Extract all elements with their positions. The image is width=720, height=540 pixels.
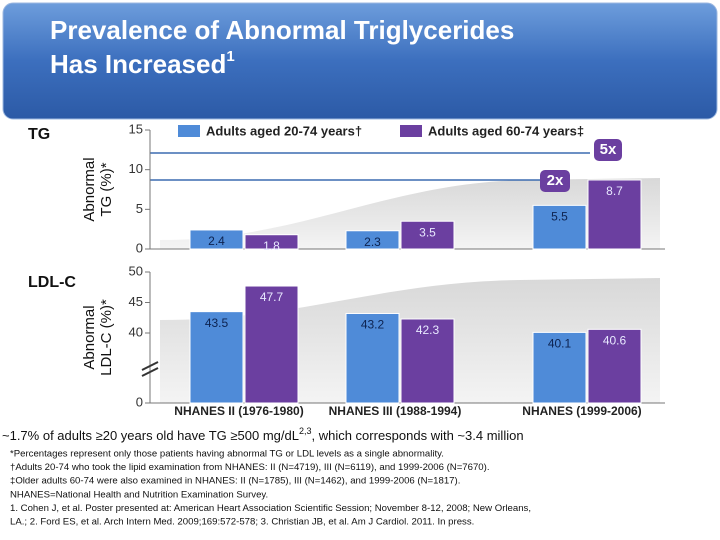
y-tick-label: 0 xyxy=(136,240,143,255)
y-axis-label: Abnormal xyxy=(81,305,98,369)
headline-text: , which corresponds with ~3.4 million xyxy=(311,428,523,443)
value-label: 42.3 xyxy=(416,323,440,337)
bar xyxy=(532,331,587,404)
bar xyxy=(189,311,244,404)
value-label: 40.6 xyxy=(603,334,627,348)
y-tick-label: 45 xyxy=(129,294,143,309)
footnote: 1. Cohen J, et al. Poster presented at: … xyxy=(10,503,531,514)
legend-label: Adults aged 20-74 years† xyxy=(206,123,362,138)
footnote: LA.; 2. Ford ES, et al. Arch Intern Med.… xyxy=(10,517,474,528)
y-axis-label: TG (%)* xyxy=(98,162,115,216)
footnote: †Adults 20-74 who took the lipid examina… xyxy=(10,462,490,473)
y-tick-label: 50 xyxy=(129,263,143,278)
annotation-box xyxy=(594,139,622,161)
value-label: 5.5 xyxy=(551,210,568,224)
legend-swatch xyxy=(400,125,422,137)
title-panel xyxy=(2,2,718,120)
bar xyxy=(345,312,400,404)
value-label: 47.7 xyxy=(260,290,284,304)
headline-text: ~1.7% of adults ≥20 years old have TG ≥5… xyxy=(2,428,299,443)
axis-break xyxy=(141,361,159,371)
bar xyxy=(244,234,299,250)
y-tick-label: 40 xyxy=(129,324,143,339)
y-tick-label: 15 xyxy=(129,121,143,136)
title-line: Has Increased1 xyxy=(50,48,235,79)
bar xyxy=(587,328,642,404)
value-label: 40.1 xyxy=(548,337,572,351)
axis-break xyxy=(141,367,159,377)
value-label: 43.5 xyxy=(205,316,229,330)
annotation-box xyxy=(540,170,570,192)
title-line: Has Increased xyxy=(50,49,226,79)
y-tick-label: 10 xyxy=(129,161,143,176)
y-axis-label: LDL-C (%)* xyxy=(98,299,115,376)
bar xyxy=(400,220,455,250)
legend-label: Adults aged 60-74 years‡ xyxy=(428,123,584,138)
bar xyxy=(244,285,299,404)
y-tick-label: 5 xyxy=(136,201,143,216)
value-label: 43.2 xyxy=(361,318,385,332)
bar xyxy=(532,204,587,250)
bar xyxy=(189,229,244,250)
footnote: NHANES=National Health and Nutrition Exa… xyxy=(10,489,268,500)
annotation: 5x xyxy=(600,141,617,158)
x-tick-label: NHANES II (1976-1980) xyxy=(174,404,303,418)
value-label: 1.8 xyxy=(263,239,280,253)
bar xyxy=(345,230,400,250)
title-sup: 1 xyxy=(226,48,234,65)
value-label: 8.7 xyxy=(606,184,623,198)
value-label: 2.4 xyxy=(208,234,225,248)
footnote: ‡Older adults 60-74 were also examined i… xyxy=(10,476,460,487)
x-tick-label: NHANES III (1988-1994) xyxy=(329,404,462,418)
bar xyxy=(400,318,455,404)
y-tick-label: 0 xyxy=(136,394,143,409)
y-axis-label: Abnormal xyxy=(81,157,98,221)
value-label: 2.3 xyxy=(364,235,381,249)
headline-sup: 2,3 xyxy=(299,426,312,436)
panel-label: TG xyxy=(28,126,50,143)
bar xyxy=(587,179,642,250)
title-line: Prevalence of Abnormal Triglycerides xyxy=(50,15,514,45)
panel-label: LDL-C xyxy=(28,274,76,291)
annotation: 2x xyxy=(547,172,564,189)
x-tick-label: NHANES (1999-2006) xyxy=(522,404,641,418)
headline: ~1.7% of adults ≥20 years old have TG ≥5… xyxy=(2,426,524,443)
footnote: *Percentages represent only those patien… xyxy=(10,449,444,460)
legend-swatch xyxy=(178,125,200,137)
value-label: 3.5 xyxy=(419,225,436,239)
